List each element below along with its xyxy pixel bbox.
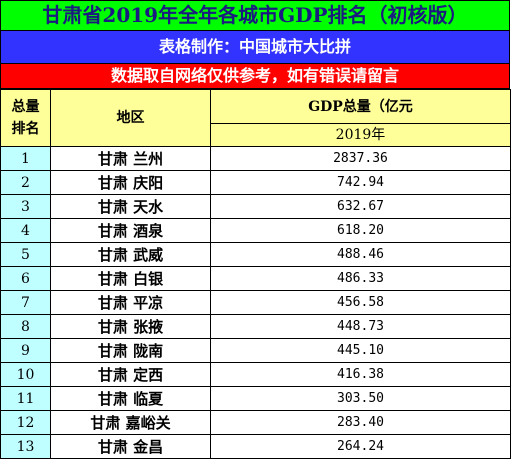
region-cell: 甘肃 临夏 bbox=[50, 386, 211, 411]
table-row: 5 甘肃 武威 488.46 bbox=[0, 242, 511, 267]
table-row: 9 甘肃 陇南 445.10 bbox=[0, 338, 511, 363]
gdp-cell: 486.33 bbox=[210, 266, 511, 291]
rank-header-line2: 排名 bbox=[11, 121, 40, 137]
region-cell: 甘肃 兰州 bbox=[50, 146, 211, 171]
table-row: 1 甘肃 兰州 2837.36 bbox=[0, 146, 511, 171]
table-row: 4 甘肃 酒泉 618.20 bbox=[0, 218, 511, 243]
region-cell: 甘肃 定西 bbox=[50, 362, 211, 387]
region-column-header: 地区 bbox=[50, 89, 211, 147]
region-cell: 甘肃 武威 bbox=[50, 242, 211, 267]
table-row: 7 甘肃 平凉 456.58 bbox=[0, 290, 511, 315]
rank-column-header: 总量 排名 bbox=[0, 89, 51, 147]
gdp-cell: 445.10 bbox=[210, 338, 511, 363]
rank-header-line1: 总量 bbox=[11, 99, 40, 115]
gdp-cell: 2837.36 bbox=[210, 146, 511, 171]
region-cell: 甘肃 金昌 bbox=[50, 434, 211, 459]
region-cell: 甘肃 酒泉 bbox=[50, 218, 211, 243]
rank-cell: 4 bbox=[0, 218, 51, 243]
rank-cell: 9 bbox=[0, 338, 51, 363]
gdp-cell: 283.40 bbox=[210, 410, 511, 435]
rank-cell: 6 bbox=[0, 266, 51, 291]
rank-cell: 3 bbox=[0, 194, 51, 219]
rank-cell: 10 bbox=[0, 362, 51, 387]
region-cell: 甘肃 陇南 bbox=[50, 338, 211, 363]
region-cell: 甘肃 平凉 bbox=[50, 290, 211, 315]
table-row: 11 甘肃 临夏 303.50 bbox=[0, 386, 511, 411]
region-cell: 甘肃 张掖 bbox=[50, 314, 211, 339]
gdp-cell: 448.73 bbox=[210, 314, 511, 339]
rank-cell: 12 bbox=[0, 410, 51, 435]
region-cell: 甘肃 天水 bbox=[50, 194, 211, 219]
gdp-cell: 742.94 bbox=[210, 170, 511, 195]
watermark bbox=[418, 455, 508, 469]
gdp-cell: 456.58 bbox=[210, 290, 511, 315]
rank-cell: 8 bbox=[0, 314, 51, 339]
table-row: 3 甘肃 天水 632.67 bbox=[0, 194, 511, 219]
table-row: 12 甘肃 嘉峪关 283.40 bbox=[0, 410, 511, 435]
rank-cell: 11 bbox=[0, 386, 51, 411]
gdp-cell: 488.46 bbox=[210, 242, 511, 267]
region-cell: 甘肃 白银 bbox=[50, 266, 211, 291]
table-subheader-row: 2019年 bbox=[1, 123, 511, 147]
gdp-cell: 416.38 bbox=[210, 362, 511, 387]
table-row: 10 甘肃 定西 416.38 bbox=[0, 362, 511, 387]
rank-cell: 13 bbox=[0, 434, 51, 459]
gdp-ranking-table: 总量 排名 地区 GDP总量（亿元 2019年 1 甘肃 兰州 2837.36 2 甘肃… bbox=[0, 89, 511, 459]
gdp-cell: 264.24 bbox=[210, 434, 511, 459]
table-row: 13 甘肃 金昌 264.24 bbox=[0, 434, 511, 459]
region-cell: 甘肃 庆阳 bbox=[50, 170, 211, 195]
rank-cell: 2 bbox=[0, 170, 51, 195]
rank-cell: 5 bbox=[0, 242, 51, 267]
gdp-cell: 303.50 bbox=[210, 386, 511, 411]
gdp-cell: 618.20 bbox=[210, 218, 511, 243]
table-row: 6 甘肃 白银 486.33 bbox=[0, 266, 511, 291]
rank-cell: 1 bbox=[0, 146, 51, 171]
table-maker-banner: 表格制作：中国城市大比拼 bbox=[0, 31, 510, 64]
gdp-column-header: GDP总量（亿元 bbox=[210, 89, 511, 124]
year-column-header: 2019年 bbox=[210, 123, 511, 147]
page-title: 甘肃省2019年全年各城市GDP排名（初核版） bbox=[0, 0, 510, 31]
gdp-cell: 632.67 bbox=[210, 194, 511, 219]
table-row: 8 甘肃 张掖 448.73 bbox=[0, 314, 511, 339]
rank-cell: 7 bbox=[0, 290, 51, 315]
region-cell: 甘肃 嘉峪关 bbox=[50, 410, 211, 435]
table-header-row: 总量 排名 地区 GDP总量（亿元 bbox=[0, 89, 511, 147]
disclaimer-banner: 数据取自网络仅供参考，如有错误请留言 bbox=[0, 64, 510, 89]
table-row: 2 甘肃 庆阳 742.94 bbox=[0, 170, 511, 195]
